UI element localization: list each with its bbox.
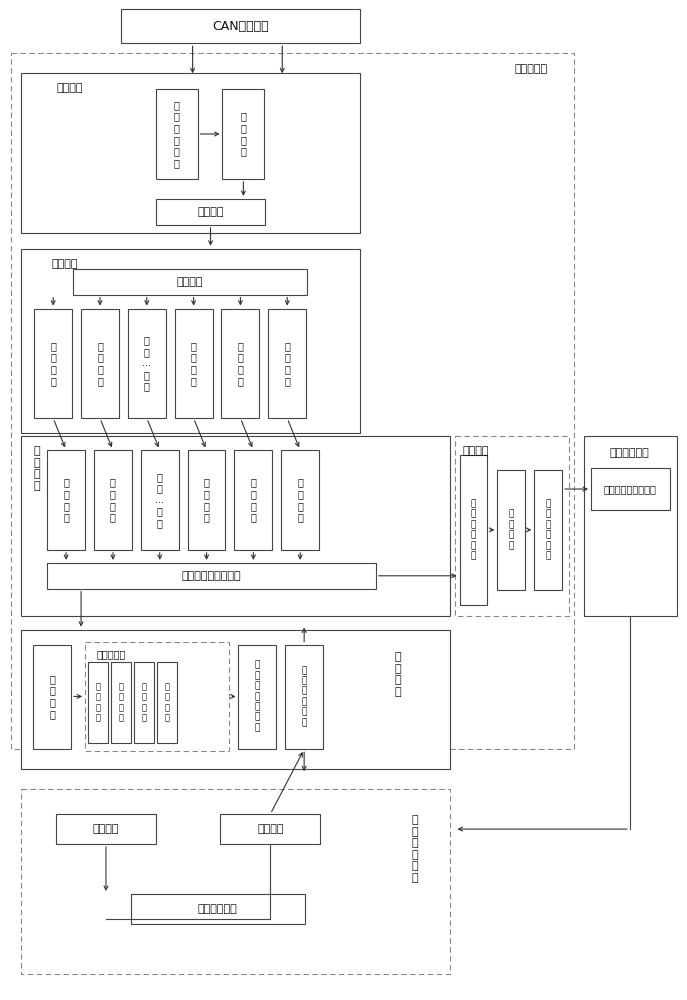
Text: 嵌
入
式
数
据
库: 嵌 入 式 数 据 库 bbox=[545, 499, 551, 560]
Text: 服
务
线
程: 服 务 线 程 bbox=[164, 682, 169, 723]
Bar bbox=[460, 455, 487, 605]
Bar bbox=[85, 642, 229, 751]
Text: 解
析
模
块: 解 析 模 块 bbox=[33, 446, 40, 491]
Text: 数据请求: 数据请求 bbox=[257, 824, 284, 834]
Text: 处
理
...
线
程: 处 理 ... 线 程 bbox=[155, 472, 164, 528]
Text: 客
户
端
请
求
队
列: 客 户 端 请 求 队 列 bbox=[255, 661, 260, 732]
Text: 处
理
...
队
列: 处 理 ... 队 列 bbox=[142, 335, 151, 392]
Text: 应用层数据缓冲队列: 应用层数据缓冲队列 bbox=[182, 571, 241, 581]
Text: CAN协议网关: CAN协议网关 bbox=[212, 20, 269, 33]
Bar bbox=[221, 814, 320, 844]
Text: 处
理
线
程: 处 理 线 程 bbox=[110, 478, 116, 522]
Bar bbox=[34, 309, 72, 418]
Text: 处
理
队
列: 处 理 队 列 bbox=[284, 341, 290, 386]
Text: 服
务
线
程: 服 务 线 程 bbox=[95, 682, 100, 723]
Text: 处
理
队
列: 处 理 队 列 bbox=[97, 341, 103, 386]
Bar bbox=[591, 468, 670, 510]
Bar bbox=[21, 789, 449, 974]
Text: 处
理
线
程: 处 理 线 程 bbox=[297, 478, 303, 522]
Bar bbox=[188, 450, 225, 550]
Bar bbox=[281, 450, 319, 550]
Text: 发
送
模
块: 发 送 模 块 bbox=[395, 652, 401, 697]
Bar bbox=[47, 450, 85, 550]
Bar bbox=[223, 89, 264, 179]
Text: 服
务
线
程: 服 务 线 程 bbox=[142, 682, 146, 723]
Bar bbox=[88, 662, 108, 743]
Text: 服务线程池: 服务线程池 bbox=[97, 650, 126, 660]
Bar bbox=[534, 470, 562, 590]
Bar bbox=[234, 450, 272, 550]
Bar bbox=[131, 894, 305, 924]
Text: 处
理
线
程: 处 理 线 程 bbox=[203, 478, 210, 522]
Text: 用户交互界面: 用户交互界面 bbox=[198, 904, 238, 914]
Bar bbox=[121, 9, 360, 43]
Text: 历
史
数
据
队
列: 历 史 数 据 队 列 bbox=[471, 499, 476, 560]
Text: 接收模块: 接收模块 bbox=[56, 83, 82, 93]
Bar bbox=[497, 470, 526, 590]
Bar bbox=[285, 645, 323, 749]
Bar bbox=[455, 436, 569, 616]
Text: 接
收
线
程: 接 收 线 程 bbox=[240, 112, 247, 156]
Text: 处
理
线
程: 处 理 线 程 bbox=[63, 478, 69, 522]
Bar bbox=[33, 645, 71, 749]
Text: 接收队列: 接收队列 bbox=[197, 207, 224, 217]
Text: 客
户
端
工
作
站: 客 户 端 工 作 站 bbox=[412, 815, 418, 883]
Bar bbox=[73, 269, 307, 295]
Text: 第
二
侦
听
线
程: 第 二 侦 听 线 程 bbox=[302, 666, 307, 727]
Bar bbox=[21, 630, 449, 769]
Text: 存储模块: 存储模块 bbox=[462, 446, 489, 456]
Text: 第
一
侦
听
线
程: 第 一 侦 听 线 程 bbox=[174, 100, 179, 168]
Bar bbox=[56, 814, 156, 844]
Text: 数据库服务器: 数据库服务器 bbox=[610, 448, 650, 458]
Text: 处
理
线
程: 处 理 线 程 bbox=[251, 478, 256, 522]
Bar bbox=[157, 662, 177, 743]
Bar bbox=[221, 309, 259, 418]
Bar bbox=[156, 199, 265, 225]
Bar bbox=[134, 662, 154, 743]
Text: 主
管
线
程: 主 管 线 程 bbox=[49, 674, 55, 719]
Text: 处
理
队
列: 处 理 队 列 bbox=[238, 341, 243, 386]
Text: 数据接收: 数据接收 bbox=[93, 824, 120, 834]
Bar bbox=[269, 309, 306, 418]
Bar bbox=[21, 436, 449, 616]
Text: 存
储
线
程: 存 储 线 程 bbox=[508, 510, 514, 550]
Text: 处
理
队
列: 处 理 队 列 bbox=[50, 341, 56, 386]
Bar bbox=[47, 563, 376, 589]
Text: 通讯服务器: 通讯服务器 bbox=[514, 64, 547, 74]
Text: 充电设施监控数据表: 充电设施监控数据表 bbox=[603, 484, 656, 494]
Text: 服
务
线
程: 服 务 线 程 bbox=[118, 682, 124, 723]
Bar bbox=[141, 450, 179, 550]
Text: 分发模块: 分发模块 bbox=[52, 259, 78, 269]
Text: 分发线程: 分发线程 bbox=[177, 277, 203, 287]
Bar bbox=[94, 450, 132, 550]
Bar bbox=[21, 73, 360, 233]
Bar bbox=[584, 436, 677, 616]
Bar bbox=[174, 309, 212, 418]
Text: 处
理
队
列: 处 理 队 列 bbox=[191, 341, 196, 386]
Bar bbox=[156, 89, 198, 179]
Bar bbox=[128, 309, 166, 418]
Bar bbox=[111, 662, 131, 743]
Bar bbox=[12, 53, 574, 749]
Bar bbox=[81, 309, 119, 418]
Bar bbox=[21, 249, 360, 433]
Bar bbox=[238, 645, 276, 749]
